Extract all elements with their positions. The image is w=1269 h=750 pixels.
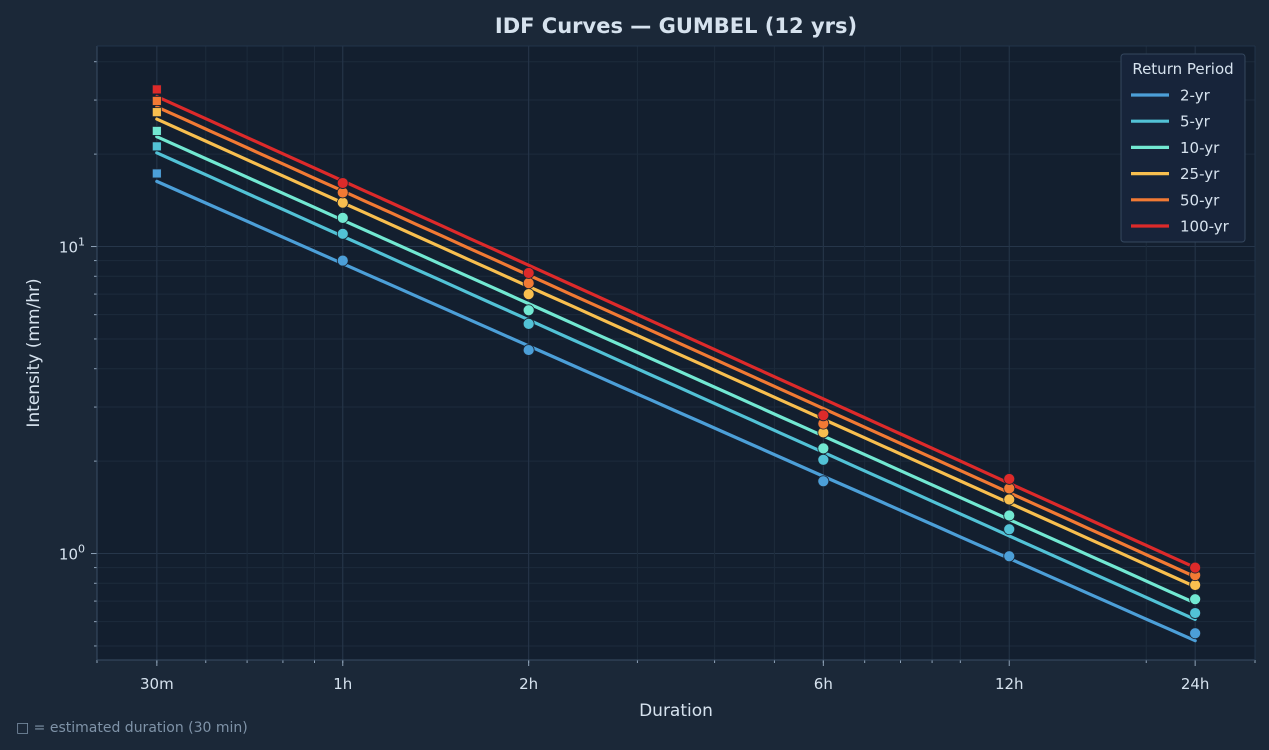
data-point-10-yr (1189, 593, 1202, 606)
legend-label-50-yr: 50-yr (1180, 191, 1220, 209)
series-line-50-yr (155, 105, 1197, 579)
estimated-point-5-yr (151, 141, 162, 152)
data-point-25-yr (522, 288, 535, 300)
estimated-point-2-yr (151, 168, 162, 179)
x-tick-label: 30m (140, 675, 174, 693)
x-tick-label: 24h (1181, 675, 1210, 693)
data-point-2-yr (1003, 550, 1016, 563)
estimated-point-100-yr (151, 84, 162, 95)
data-point-100-yr (522, 267, 535, 279)
data-point-25-yr (1189, 579, 1202, 591)
data-point-5-yr (336, 227, 349, 240)
x-tick-label: 6h (814, 675, 833, 693)
series-line-100-yr (155, 94, 1197, 570)
data-point-5-yr (1189, 607, 1202, 619)
data-point-10-yr (336, 211, 349, 224)
series-lines (155, 94, 1197, 643)
series-markers (151, 84, 1202, 640)
x-tick-label: 2h (519, 675, 538, 693)
data-point-5-yr (522, 317, 535, 330)
x-tick-label: 12h (995, 675, 1024, 693)
y-tick-base: 10 (59, 546, 78, 564)
data-point-10-yr (522, 304, 535, 317)
series-line-5-yr (155, 151, 1197, 622)
estimated-point-25-yr (151, 107, 162, 118)
data-point-100-yr (817, 409, 830, 422)
data-point-50-yr (522, 277, 535, 290)
chart-title: IDF Curves — GUMBEL (12 yrs) (495, 14, 857, 38)
x-tick-label: 1h (333, 675, 352, 693)
y-tick-exponent: 1 (78, 236, 85, 249)
legend-label-25-yr: 25-yr (1180, 165, 1220, 183)
series-line-10-yr (155, 135, 1197, 605)
data-point-100-yr (336, 177, 349, 189)
data-point-2-yr (522, 344, 535, 356)
data-point-2-yr (1189, 627, 1202, 640)
footnote: □ = estimated duration (30 min) (16, 720, 248, 736)
y-tick-exponent: 0 (78, 543, 85, 556)
data-point-25-yr (1003, 493, 1016, 506)
data-point-100-yr (1003, 473, 1016, 485)
legend-label-5-yr: 5-yr (1180, 113, 1211, 131)
data-point-2-yr (817, 475, 830, 488)
estimated-point-50-yr (151, 96, 162, 106)
y-tick-label: 100 (59, 543, 85, 564)
data-point-10-yr (1003, 509, 1016, 522)
y-tick-label: 101 (59, 236, 85, 257)
y-tick-base: 10 (59, 239, 78, 257)
legend-title: Return Period (1132, 60, 1233, 78)
legend-label-100-yr: 100-yr (1180, 218, 1230, 236)
legend-label-2-yr: 2-yr (1180, 87, 1211, 105)
legend-label-10-yr: 10-yr (1180, 139, 1220, 157)
data-point-100-yr (1189, 561, 1202, 574)
data-point-5-yr (1003, 523, 1016, 536)
estimated-point-10-yr (151, 126, 162, 136)
legend-box (1120, 53, 1246, 243)
data-point-2-yr (336, 254, 349, 267)
data-point-10-yr (817, 442, 830, 455)
legend: Return Period 2-yr 5-yr 10-yr 25-yr 50-yr 100… (1120, 53, 1246, 243)
series-line-2-yr (155, 179, 1197, 643)
series-line-25-yr (155, 117, 1197, 589)
data-point-5-yr (817, 453, 830, 466)
data-point-25-yr (336, 196, 349, 209)
y-axis-label: Intensity (mm/hr) (24, 278, 44, 427)
x-axis-label: Duration (639, 701, 713, 721)
